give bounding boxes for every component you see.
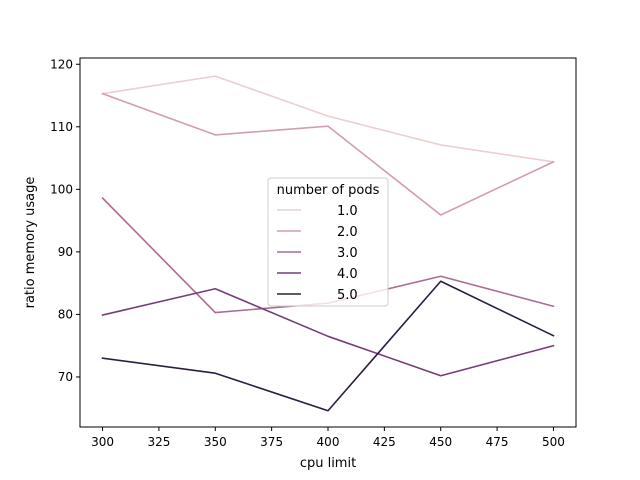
- legend-title: number of pods: [277, 183, 380, 198]
- y-tick-label: 90: [58, 245, 73, 259]
- x-tick-label: 475: [486, 435, 509, 449]
- y-tick-label: 120: [50, 57, 73, 71]
- series-line-5: [101, 280, 555, 412]
- series-line-1: [101, 75, 555, 163]
- y-tick-label: 80: [58, 307, 73, 321]
- y-axis-label: ratio memory usage: [23, 177, 38, 309]
- legend-label-1: 1.0: [337, 204, 358, 219]
- legend-label-4: 4.0: [337, 267, 358, 282]
- y-tick-label: 70: [58, 370, 73, 384]
- y-axis: 70 80 90 100 110 120: [50, 57, 80, 384]
- legend-items: 1.0 2.0 3.0 4.0 5.0: [277, 204, 358, 303]
- x-tick-label: 300: [91, 435, 114, 449]
- legend-label-2: 2.0: [337, 225, 358, 240]
- x-tick-label: 350: [204, 435, 227, 449]
- x-axis: 300 325 350 375 400 425 450 475 500: [91, 427, 565, 449]
- legend-label-3: 3.0: [337, 246, 358, 261]
- x-tick-label: 375: [260, 435, 283, 449]
- legend: number of pods 1.0 2.0 3.0 4.0 5.0: [267, 177, 389, 307]
- x-tick-label: 400: [317, 435, 340, 449]
- y-tick-label: 110: [50, 120, 73, 134]
- y-tick-label: 100: [50, 182, 73, 196]
- x-tick-label: 425: [373, 435, 396, 449]
- series-line-2: [101, 92, 555, 216]
- x-tick-label: 500: [542, 435, 565, 449]
- x-axis-label: cpu limit: [300, 456, 356, 471]
- x-tick-label: 325: [147, 435, 170, 449]
- x-tick-label: 450: [429, 435, 452, 449]
- series-line-4: [101, 287, 555, 377]
- legend-label-5: 5.0: [337, 288, 358, 303]
